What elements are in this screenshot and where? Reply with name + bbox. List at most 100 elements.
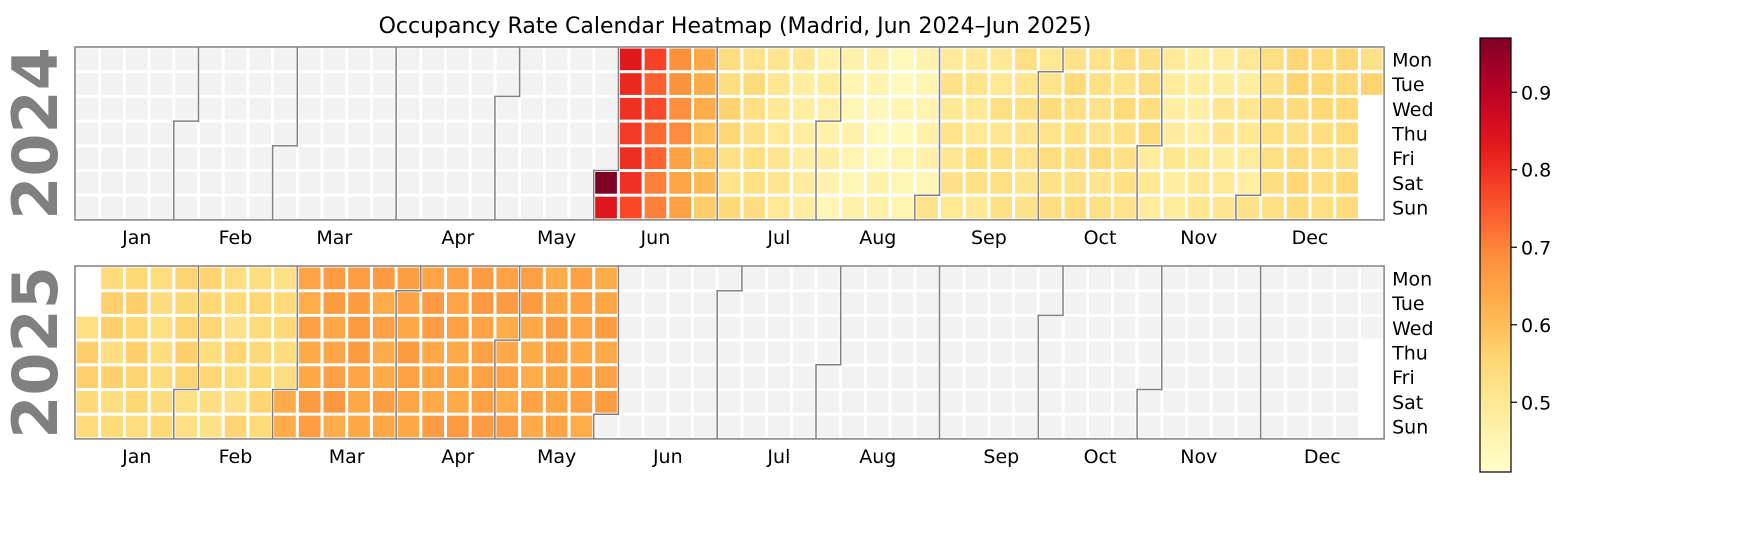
day-cell <box>1064 391 1087 413</box>
day-cell <box>941 147 963 169</box>
colorbar: 0.5 0.6 0.7 0.8 0.9 <box>1479 37 1551 473</box>
day-cell <box>521 147 543 169</box>
day-cell <box>595 97 617 120</box>
day-cell <box>1015 122 1037 145</box>
day-cell <box>1188 267 1210 290</box>
day-cell <box>1138 366 1161 388</box>
day-cell <box>669 73 691 95</box>
day-cell <box>545 196 568 219</box>
day-cell <box>1113 316 1136 339</box>
month-boundary <box>494 266 521 439</box>
day-cell <box>521 391 543 413</box>
day-cell <box>669 196 691 219</box>
day-cell <box>1212 196 1235 219</box>
day-cell <box>842 341 864 364</box>
day-cell <box>595 122 617 145</box>
day-cell <box>1188 48 1210 71</box>
day-cell <box>990 391 1013 413</box>
day-cell <box>298 415 321 438</box>
day-cell <box>422 267 444 290</box>
day-cell <box>101 316 123 339</box>
day-cell <box>1163 316 1185 339</box>
day-cell <box>842 122 864 145</box>
day-cell <box>471 73 494 95</box>
day-label: Wed <box>1392 99 1433 121</box>
day-cell <box>1237 415 1260 438</box>
day-cell <box>1113 391 1136 413</box>
day-cell <box>619 97 642 120</box>
day-cell <box>1163 48 1185 71</box>
day-cell <box>101 267 123 290</box>
day-cell <box>694 366 716 388</box>
day-cell <box>422 147 444 169</box>
day-cell <box>323 391 346 413</box>
day-cell <box>891 147 914 169</box>
day-cell <box>768 316 790 339</box>
day-cell <box>1039 97 1062 120</box>
day-cell <box>718 316 741 339</box>
month-label: May <box>537 446 576 468</box>
day-cell <box>1138 341 1161 364</box>
day-cell <box>397 147 420 169</box>
day-cell <box>1113 172 1136 194</box>
day-cell <box>916 292 938 314</box>
day-cell <box>496 267 519 290</box>
day-cell <box>545 73 568 95</box>
day-cell <box>521 97 543 120</box>
day-cell <box>348 366 370 388</box>
month-label: Jun <box>652 446 683 468</box>
day-cell <box>866 97 889 120</box>
panel-frame <box>74 265 1385 440</box>
day-cell <box>718 415 741 438</box>
day-cell <box>200 196 222 219</box>
day-cell <box>842 48 864 71</box>
day-cell <box>101 97 123 120</box>
day-cell <box>1064 97 1087 120</box>
day-label: Fri <box>1392 367 1415 389</box>
day-cell <box>1188 292 1210 314</box>
day-cell <box>866 73 889 95</box>
day-cell <box>249 292 272 314</box>
day-cell <box>200 267 222 290</box>
day-cell <box>891 122 914 145</box>
day-cell <box>1286 73 1309 95</box>
day-cell <box>175 48 197 71</box>
day-cell <box>1039 391 1062 413</box>
day-cell <box>1138 196 1161 219</box>
month-boundary <box>1235 47 1262 220</box>
day-cell <box>323 415 346 438</box>
day-cell <box>422 366 444 388</box>
chart-title: Occupancy Rate Calendar Heatmap (Madrid,… <box>379 14 1092 39</box>
day-cell <box>397 292 420 314</box>
day-cell <box>1262 316 1284 339</box>
day-cell <box>224 366 247 388</box>
day-cell <box>1015 97 1037 120</box>
day-cell <box>1089 147 1111 169</box>
day-cell <box>1039 48 1062 71</box>
day-cell <box>372 48 395 71</box>
day-cell <box>175 366 197 388</box>
day-cell <box>323 316 346 339</box>
day-cell <box>496 48 519 71</box>
day-cell <box>521 292 543 314</box>
day-cell <box>1336 415 1358 438</box>
day-cell <box>224 172 247 194</box>
day-cell <box>941 316 963 339</box>
day-cell <box>545 172 568 194</box>
day-cell <box>1089 196 1111 219</box>
day-cell <box>1113 196 1136 219</box>
day-cell <box>644 366 667 388</box>
day-cell <box>694 267 716 290</box>
day-cell <box>1015 48 1037 71</box>
day-cell <box>422 122 444 145</box>
day-label: Sat <box>1392 173 1423 195</box>
day-cell <box>101 122 123 145</box>
day-cell <box>916 366 938 388</box>
day-cell <box>323 97 346 120</box>
day-cell <box>150 341 173 364</box>
day-cell <box>1188 316 1210 339</box>
day-cell <box>422 415 444 438</box>
day-cell <box>1138 292 1161 314</box>
day-cell <box>891 48 914 71</box>
day-cell <box>595 196 617 219</box>
